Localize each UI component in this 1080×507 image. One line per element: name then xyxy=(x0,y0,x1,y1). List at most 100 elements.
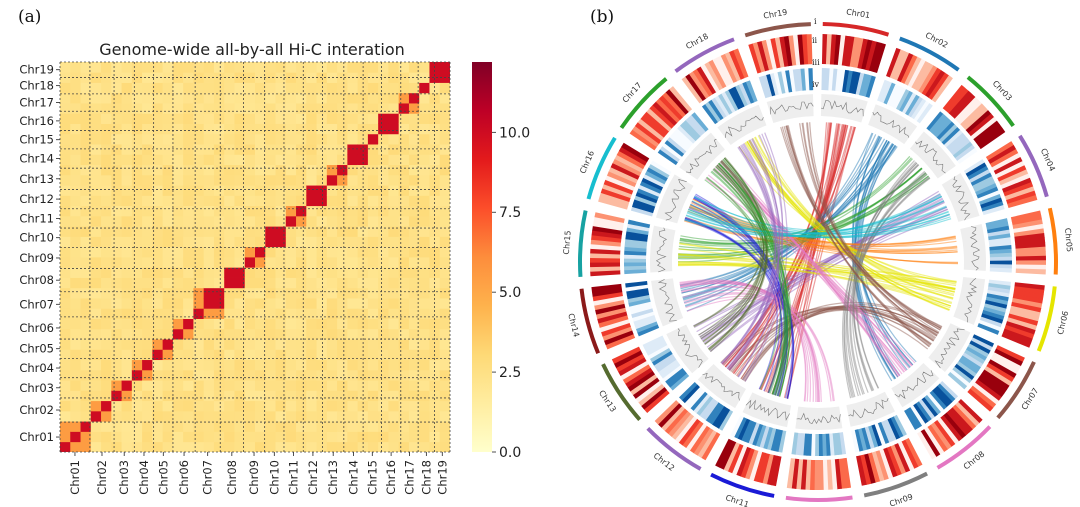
heatmap-cell xyxy=(80,195,92,207)
heatmap-cell xyxy=(378,380,389,391)
heatmap-cell xyxy=(367,277,379,289)
heatmap-cell xyxy=(121,349,133,361)
heatmap-cell xyxy=(234,349,246,361)
heatmap-cell xyxy=(347,359,359,371)
red-heat-bin xyxy=(963,106,989,131)
red-heat-bin xyxy=(814,459,820,491)
heatmap-cell xyxy=(80,318,92,330)
heatmap-cell xyxy=(224,349,235,361)
heatmap-cell xyxy=(275,133,287,145)
heatmap-cell xyxy=(296,400,307,412)
heatmap-cell xyxy=(60,400,71,412)
heatmap-cell xyxy=(388,349,400,361)
blue-heat-bin xyxy=(755,424,767,448)
heatmap-cell xyxy=(306,144,317,155)
synteny-link xyxy=(707,158,768,350)
heatmap-cell xyxy=(111,113,122,124)
heatmap-cell xyxy=(203,328,215,340)
heatmap-cell xyxy=(162,400,174,412)
heatmap-cell xyxy=(70,62,81,73)
synteny-link xyxy=(860,144,917,363)
red-heat-bin xyxy=(632,125,660,148)
heatmap-cell xyxy=(203,400,215,412)
heatmap-cell xyxy=(296,82,307,94)
synteny-link xyxy=(706,176,787,395)
heatmap-cell xyxy=(439,92,450,104)
blue-heat-bin xyxy=(625,284,649,292)
blue-heat-bin xyxy=(630,206,654,217)
blue-heat-bin xyxy=(792,69,800,92)
blue-heat-bin xyxy=(711,406,728,427)
heatmap-cell xyxy=(183,62,194,73)
blue-heat-bin xyxy=(986,225,1010,234)
heatmap-cell xyxy=(60,226,71,237)
heatmap-cell xyxy=(275,195,287,207)
blue-heat-bin xyxy=(669,373,690,391)
heatmap-cell xyxy=(172,103,184,114)
blue-heat-bin xyxy=(851,430,860,453)
heatmap-cell xyxy=(142,410,153,422)
synteny-link xyxy=(686,143,895,312)
heatmap-cell xyxy=(172,318,184,330)
blue-heat-bin xyxy=(627,223,650,232)
heatmap-cell xyxy=(408,421,420,432)
heatmap-cell xyxy=(326,133,338,145)
synteny-link xyxy=(693,196,945,231)
heatmap-cell xyxy=(142,236,153,248)
blue-heat-bin xyxy=(946,132,966,151)
heatmap-cell xyxy=(70,369,81,381)
red-heat-bin xyxy=(766,454,778,486)
red-heat-bin xyxy=(592,221,624,231)
heatmap-cell xyxy=(213,349,225,361)
synteny-link xyxy=(702,177,762,343)
heatmap-cell xyxy=(213,421,225,432)
heatmap-cell xyxy=(357,308,369,319)
heatmap-cell xyxy=(234,441,246,452)
heatmap-cell xyxy=(378,205,389,217)
heatmap-cell xyxy=(193,133,205,145)
heatmap-cell xyxy=(90,318,102,330)
heatmap-cell xyxy=(285,205,297,217)
heatmap-cell xyxy=(152,390,164,402)
heatmap-cell xyxy=(60,82,71,94)
heatmap-cell xyxy=(265,103,276,114)
heatmap-cell xyxy=(367,113,379,124)
synteny-link xyxy=(680,282,835,402)
heatmap-cell xyxy=(275,359,287,371)
heatmap-cell xyxy=(326,328,338,340)
heatmap-cell xyxy=(408,298,420,309)
heatmap-cell xyxy=(244,298,256,309)
heatmap-cell xyxy=(121,267,133,278)
blue-heat-bin xyxy=(950,138,971,156)
heatmap-cell xyxy=(326,318,338,330)
heatmap-cell xyxy=(326,215,338,227)
heatmap-cell xyxy=(162,318,174,330)
heatmap-cell xyxy=(285,359,297,371)
synteny-link xyxy=(680,285,832,402)
blue-heat-bin xyxy=(774,429,783,452)
heatmap-cell xyxy=(70,421,81,432)
heatmap-cell xyxy=(439,144,450,155)
blue-heat-bin xyxy=(646,167,668,182)
synteny-link xyxy=(741,309,932,381)
heatmap-cell xyxy=(152,339,164,350)
heatmap-cell xyxy=(306,298,317,309)
synteny-link xyxy=(678,248,955,297)
heatmap-cell xyxy=(172,380,184,391)
heatmap-cell xyxy=(429,215,441,227)
heatmap-cell xyxy=(121,257,133,268)
red-heat-bin xyxy=(978,127,1006,150)
red-heat-bin xyxy=(649,104,675,129)
red-heat-bin xyxy=(879,448,894,479)
heatmap-cell xyxy=(408,92,420,104)
heatmap-cell xyxy=(70,431,81,443)
line-track-background xyxy=(820,94,868,123)
synteny-link xyxy=(780,126,943,328)
heatmap-cell xyxy=(213,359,225,371)
heatmap-cell xyxy=(419,205,430,217)
blue-heat-bin xyxy=(791,432,799,455)
heatmap-cell xyxy=(347,113,359,124)
heatmap-cell xyxy=(398,277,410,289)
heatmap-cell xyxy=(408,380,420,391)
heatmap-cell xyxy=(60,390,71,402)
